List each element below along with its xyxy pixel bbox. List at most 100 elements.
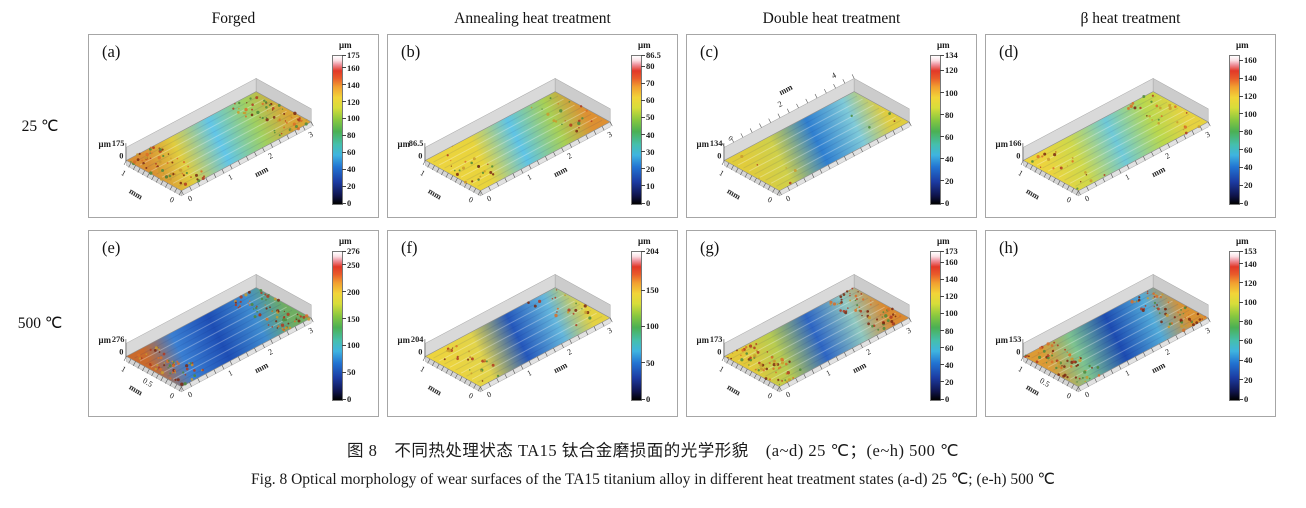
colorbar-tick-mark bbox=[940, 136, 944, 138]
colorbar-tick-label: 120 bbox=[945, 65, 958, 76]
svg-text:2: 2 bbox=[1164, 151, 1172, 161]
svg-text:mm: mm bbox=[552, 164, 569, 180]
colorbar: μm 134 120 100 80 60 40 20 0 bbox=[928, 40, 970, 212]
svg-text:1: 1 bbox=[120, 364, 128, 374]
svg-text:173: 173 bbox=[710, 334, 723, 344]
colorbar-tick-mark bbox=[641, 82, 645, 84]
colorbar-tick-label: 40 bbox=[1244, 162, 1253, 173]
svg-text:3: 3 bbox=[606, 130, 614, 140]
svg-text:mm: mm bbox=[1150, 164, 1167, 180]
svg-text:0: 0 bbox=[717, 346, 721, 356]
panel-letter: (f) bbox=[401, 238, 418, 257]
svg-text:0.5: 0.5 bbox=[141, 376, 154, 389]
colorbar-tick-label: 60 bbox=[945, 131, 954, 142]
colorbar-tick-label: 140 bbox=[1244, 258, 1257, 269]
svg-text:0: 0 bbox=[766, 195, 774, 205]
row-label-25c: 25 ℃ bbox=[21, 117, 59, 135]
colorbar-tick-label: 160 bbox=[347, 62, 360, 73]
colorbar-tick-mark bbox=[342, 318, 346, 320]
colorbar-tick-label: 60 bbox=[347, 147, 356, 158]
colorbar-tick-mark bbox=[641, 398, 645, 400]
svg-text:1: 1 bbox=[718, 364, 726, 374]
colorbar-tick-mark bbox=[641, 134, 645, 136]
colorbar-tick-label: 40 bbox=[347, 164, 356, 175]
svg-text:1: 1 bbox=[227, 368, 235, 378]
svg-text:1: 1 bbox=[526, 368, 534, 378]
svg-text:μm: μm bbox=[398, 139, 411, 149]
svg-text:153: 153 bbox=[1009, 334, 1022, 344]
svg-text:1: 1 bbox=[227, 172, 235, 182]
colorbar-unit-label: μm bbox=[937, 40, 950, 50]
svg-text:0: 0 bbox=[418, 346, 422, 356]
svg-text:1: 1 bbox=[526, 172, 534, 182]
colorbar-tick-mark bbox=[342, 168, 346, 170]
svg-text:2: 2 bbox=[865, 347, 873, 357]
colorbar-tick-label: 173 bbox=[945, 246, 958, 256]
colorbar-tick-label: 100 bbox=[646, 321, 659, 332]
panel-e: (e) 1 2 3 0 mm 1 0.5 0 mm μm 276 0 μm 276 250 200 150 100 5… bbox=[88, 230, 379, 417]
colorbar-tick-label: 20 bbox=[347, 181, 356, 192]
colorbar-tick-label: 86.5 bbox=[646, 50, 661, 60]
colorbar-gradient bbox=[631, 55, 642, 205]
colorbar-tick-label: 100 bbox=[347, 340, 360, 351]
colorbar: μm 160 140 120 100 80 60 40 20 0 bbox=[1227, 40, 1269, 212]
colorbar-tick-mark bbox=[940, 295, 944, 297]
colorbar-tick-label: 250 bbox=[347, 259, 360, 270]
colorbar-tick-label: 120 bbox=[1244, 277, 1257, 288]
svg-text:1: 1 bbox=[1017, 168, 1025, 178]
colorbar-tick-mark bbox=[641, 99, 645, 101]
svg-text:4: 4 bbox=[830, 71, 838, 81]
colorbar-unit-label: μm bbox=[638, 236, 651, 246]
colorbar-tick-mark bbox=[641, 362, 645, 364]
colorbar-tick-label: 140 bbox=[347, 79, 360, 90]
column-header-beta: β heat treatment bbox=[1080, 10, 1181, 27]
svg-text:0: 0 bbox=[1016, 150, 1020, 160]
colorbar-tick-mark bbox=[1239, 113, 1243, 115]
colorbar-tick-mark bbox=[641, 202, 645, 204]
svg-text:1: 1 bbox=[1124, 172, 1132, 182]
svg-text:1: 1 bbox=[1124, 368, 1132, 378]
colorbar-tick-mark bbox=[1239, 301, 1243, 303]
svg-text:1: 1 bbox=[419, 364, 427, 374]
colorbar-tick-label: 80 bbox=[1244, 126, 1253, 137]
colorbar-tick-label: 50 bbox=[646, 112, 655, 123]
colorbar-tick-label: 153 bbox=[1244, 246, 1257, 256]
colorbar-tick-mark bbox=[1239, 340, 1243, 342]
colorbar-gradient bbox=[1229, 55, 1240, 205]
colorbar-gradient bbox=[930, 55, 941, 205]
colorbar-tick-mark bbox=[641, 185, 645, 187]
colorbar-tick-mark bbox=[342, 101, 346, 102]
colorbar-tick-label: 140 bbox=[945, 274, 958, 285]
colorbar-tick-label: 20 bbox=[1244, 374, 1253, 385]
svg-text:0: 0 bbox=[418, 150, 422, 160]
colorbar-tick-mark bbox=[1239, 166, 1243, 168]
colorbar-unit-label: μm bbox=[339, 40, 352, 50]
svg-text:0: 0 bbox=[168, 391, 176, 401]
column-header-double: Double heat treatment bbox=[762, 10, 901, 27]
svg-text:0: 0 bbox=[467, 195, 475, 205]
colorbar-tick-mark bbox=[1239, 95, 1243, 97]
colorbar-tick-mark bbox=[1239, 250, 1243, 252]
svg-text:0: 0 bbox=[784, 194, 792, 204]
colorbar-tick-mark bbox=[342, 117, 346, 119]
panel-a: (a) 1 2 3 0 mm 1 0 mm μm 175 0 μm 175 160 140 120 100 80 60… bbox=[88, 34, 379, 218]
colorbar-tick-label: 150 bbox=[646, 285, 659, 296]
svg-text:0: 0 bbox=[168, 195, 176, 205]
svg-text:0: 0 bbox=[485, 390, 493, 400]
colorbar-tick-label: 100 bbox=[945, 308, 958, 319]
column-header-annealing: Annealing heat treatment bbox=[454, 10, 611, 27]
panel-letter: (a) bbox=[102, 42, 121, 61]
svg-text:1: 1 bbox=[120, 168, 128, 178]
colorbar-tick-label: 134 bbox=[945, 50, 958, 60]
colorbar-tick-label: 120 bbox=[347, 96, 360, 107]
panel-d: (d) 1 2 3 0 mm 1 0 mm μm 166 0 μm 160 140 120 100 80 60 40 2… bbox=[985, 34, 1276, 218]
colorbar-tick-mark bbox=[1239, 379, 1243, 381]
colorbar-tick-mark bbox=[342, 398, 346, 400]
panel-letter: (c) bbox=[700, 42, 719, 61]
colorbar-tick-mark bbox=[342, 134, 346, 136]
svg-text:3: 3 bbox=[1204, 130, 1212, 140]
colorbar-tick-mark bbox=[342, 344, 346, 346]
colorbar-tick-mark bbox=[1239, 184, 1243, 186]
panel-letter: (e) bbox=[102, 238, 121, 257]
